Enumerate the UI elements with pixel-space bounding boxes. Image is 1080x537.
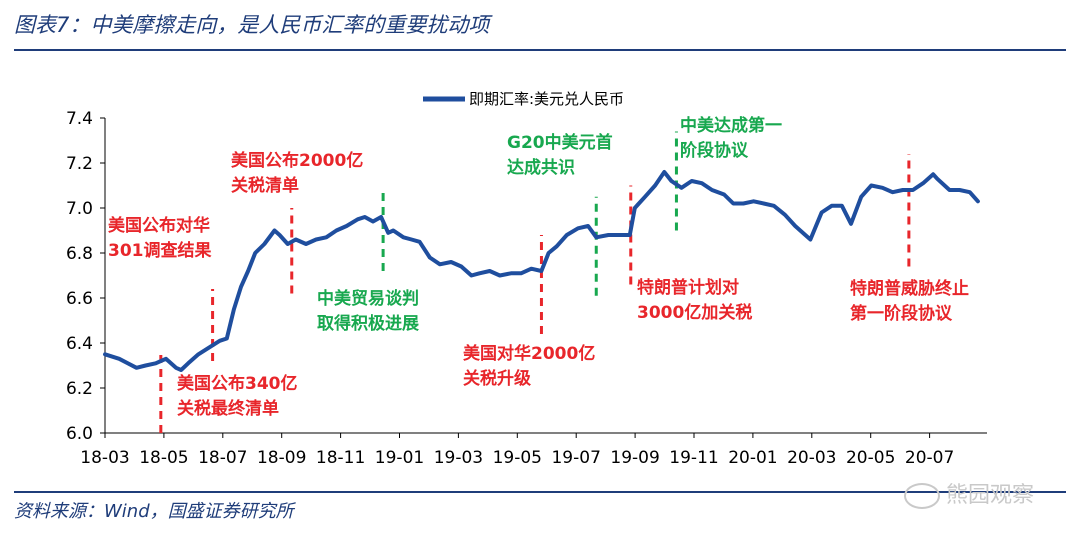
event-annotation: G20中美元首 [507,132,613,153]
event-annotation: 美国公布340亿 [177,373,298,394]
x-tick-label: 18-03 [80,448,129,468]
event-annotation: 3000亿加关税 [637,302,752,323]
x-tick-label: 19-07 [551,448,600,468]
event-annotation: 特朗普计划对 [637,277,739,298]
event-annotation: 美国公布对华 [108,215,210,236]
y-tick-label: 6.4 [66,334,93,354]
x-tick-label: 18-11 [316,448,365,468]
event-annotation: 阶段协议 [680,140,749,161]
event-annotation: 第一阶段协议 [850,303,953,324]
event-annotation: 关税清单 [231,175,299,196]
y-tick-label: 6.8 [66,244,93,264]
footer-rule [14,491,1066,493]
x-tick-label: 19-11 [669,448,718,468]
y-tick-label: 7.4 [66,109,93,129]
watermark: 熊园观察 [904,477,1034,509]
x-tick-label: 20-03 [787,448,836,468]
event-annotation: 取得积极进展 [317,313,419,334]
x-tick-label: 19-05 [493,448,542,468]
exchange-rate-chart: 6.0 6.2 6.4 6.6 6.8 7.0 7.2 7.4 18-03 18-05 18-07 1… [66,90,987,468]
chart-axes: 6.0 6.2 6.4 6.6 6.8 7.0 7.2 7.4 18-03 18-05 18-07 1… [66,109,987,468]
y-tick-label: 7.2 [66,154,93,174]
x-tick-label: 18-09 [257,448,306,468]
title-rule [14,49,1066,51]
event-annotation: 美国公布2000亿 [231,150,363,171]
x-tick-label: 19-03 [434,448,483,468]
watermark-text: 熊园观察 [946,483,1035,508]
event-annotation: 特朗普威胁终止 [850,278,969,299]
event-annotation: 关税升级 [463,368,531,389]
series-line-usdcny [103,170,980,372]
x-tick-label: 19-09 [610,448,659,468]
legend-label: 即期汇率:美元兑人民币 [469,90,624,108]
y-tick-label: 7.0 [66,199,93,219]
source-note: 资料来源：Wind，国盛证券研究所 [14,501,294,522]
event-annotation: 关税最终清单 [177,398,279,419]
series-layer [103,170,980,372]
event-annotation: 中美贸易谈判 [317,288,419,309]
x-tick-label: 18-05 [139,448,188,468]
chart-legend: 即期汇率:美元兑人民币 [423,90,624,108]
x-tick-label: 18-07 [198,448,247,468]
event-annotation: 达成共识 [507,157,575,178]
event-annotation: 中美达成第一 [680,115,782,136]
y-tick-label: 6.2 [66,379,93,399]
x-tick-label: 20-01 [728,448,777,468]
x-tick-label: 20-07 [905,448,954,468]
event-annotation: 美国对华2000亿 [463,343,595,364]
event-annotation: 301调查结果 [108,240,212,261]
wechat-icon [904,483,940,509]
y-tick-label: 6.0 [66,424,93,444]
y-tick-label: 6.6 [66,289,93,309]
x-tick-label: 20-05 [846,448,895,468]
x-tick-label: 19-01 [375,448,424,468]
chart-title: 图表7：中美摩擦走向，是人民币汇率的重要扰动项 [14,13,490,37]
